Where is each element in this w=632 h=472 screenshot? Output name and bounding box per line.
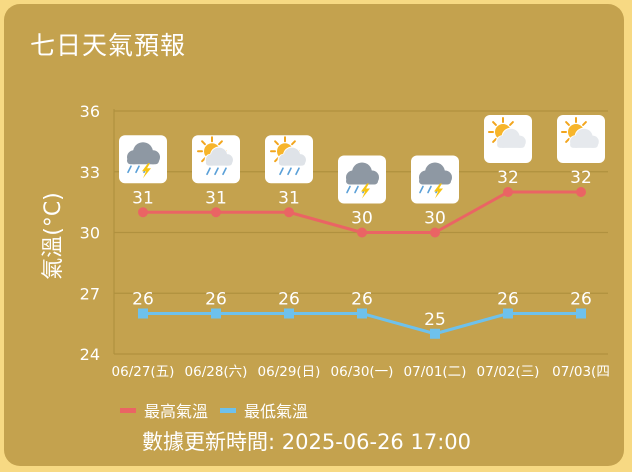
y-tick-label: 27 — [80, 284, 100, 303]
rain-drop — [206, 167, 211, 176]
rain-drop — [427, 185, 432, 194]
low-temp-point — [284, 308, 294, 319]
high-temp-label: 31 — [132, 188, 154, 208]
cloud-part — [127, 157, 159, 165]
x-tick-label: 06/29(日) — [258, 364, 321, 380]
rain-drop — [279, 167, 284, 176]
low-temp-point — [211, 308, 221, 319]
sun-ray — [274, 157, 279, 163]
data-labels: 31 31 31 30 30 32 32 26 26 26 26 25 26 26 — [132, 168, 592, 330]
legend-item-low[interactable]: 最低氣溫 — [220, 398, 308, 422]
low-temp-point — [138, 308, 148, 319]
y-tick-label: 30 — [80, 224, 100, 243]
high-temp-point — [284, 207, 294, 218]
y-axis-label: 氣溫(°C) — [41, 192, 66, 280]
sun-ray — [274, 140, 279, 146]
low-temp-label: 25 — [424, 310, 446, 330]
thunder-rain-icon — [338, 155, 386, 204]
high-temp-label: 31 — [278, 188, 300, 208]
low-temp-label: 26 — [132, 290, 154, 310]
rain-drop — [354, 185, 359, 194]
rain-drop — [135, 165, 140, 174]
rain-drop — [214, 167, 219, 176]
high-temp-point — [503, 187, 513, 197]
legend-label-low: 最低氣溫 — [244, 402, 309, 421]
lightning-bolt — [142, 163, 151, 179]
low-temp-label: 26 — [570, 290, 592, 310]
y-axis-ticks: 24 27 30 33 36 — [80, 102, 100, 364]
y-tick-label: 36 — [80, 102, 100, 121]
rain-drop — [295, 167, 300, 176]
partly-cloudy-icon — [484, 115, 532, 163]
low-temp-label: 26 — [497, 290, 519, 310]
weather-icons — [119, 115, 605, 204]
x-tick-label: 07/02(三) — [477, 364, 540, 380]
legend-swatch-low — [220, 407, 237, 413]
cloud-part — [419, 177, 451, 185]
temperature-chart: 24 27 30 33 36 06/27(五) 06/28(六) 06/29(日) 06/30… — [41, 102, 610, 380]
cloud-part — [346, 177, 378, 185]
rain-drop — [222, 167, 227, 176]
y-tick-label: 24 — [80, 345, 100, 364]
high-temp-label: 32 — [497, 168, 519, 188]
high-temp-point — [211, 207, 221, 218]
sun-ray — [565, 138, 570, 143]
low-temp-point — [357, 308, 367, 319]
sun-ray — [582, 121, 587, 126]
high-temp-label: 32 — [570, 168, 592, 188]
rain-drop — [346, 185, 351, 194]
x-tick-label: 06/27(五) — [112, 364, 175, 380]
sun-ray — [201, 157, 206, 163]
low-temp-label: 26 — [278, 290, 300, 310]
x-tick-label: 06/30(一) — [331, 364, 394, 380]
cloud-part — [570, 141, 598, 148]
high-temp-point — [357, 227, 367, 238]
high-temp-point — [576, 187, 586, 197]
update-time: 數據更新時間: 2025-06-26 17:00 — [142, 430, 471, 454]
sun-ray — [565, 121, 570, 126]
x-tick-label: 06/28(六) — [185, 364, 248, 380]
thunder-rain-icon — [411, 155, 459, 204]
high-temp-label: 30 — [351, 209, 373, 229]
forecast-card: 七日天氣預報 24 27 30 33 36 06/27(五) 06/28(六) 06/29(… — [4, 4, 624, 466]
low-temp-point — [576, 308, 586, 319]
low-temp-point — [430, 328, 440, 339]
sun-ray — [291, 140, 296, 146]
partly-cloudy-rain-icon — [265, 135, 313, 184]
cloud-part — [497, 141, 525, 148]
sun-ray — [218, 140, 223, 146]
cloud-part — [278, 159, 306, 166]
rain-drop — [287, 167, 292, 176]
x-tick-label: 07/03(四 — [552, 364, 610, 380]
sun-ray — [492, 121, 497, 126]
high-temp-label: 31 — [205, 188, 227, 208]
sun-ray — [509, 121, 514, 126]
high-temp-label: 30 — [424, 209, 446, 229]
legend-item-high[interactable]: 最高氣溫 — [120, 398, 208, 422]
low-temp-label: 26 — [351, 290, 373, 310]
legend: 最高氣溫 最低氣溫 — [120, 398, 320, 422]
sun-ray — [492, 138, 497, 143]
x-axis-ticks: 06/27(五) 06/28(六) 06/29(日) 06/30(一) 07/01(二)… — [112, 364, 610, 380]
lightning-bolt — [361, 183, 370, 199]
partly-cloudy-icon — [557, 115, 605, 163]
rain-drop — [127, 165, 132, 174]
low-temp-label: 26 — [205, 290, 227, 310]
series-lines — [138, 187, 586, 339]
high-temp-point — [430, 227, 440, 238]
cloud-part — [205, 159, 233, 166]
low-temp-point — [503, 308, 513, 319]
high-temp-point — [138, 207, 148, 218]
legend-swatch-high — [120, 407, 136, 413]
x-tick-label: 07/01(二) — [404, 364, 467, 380]
y-tick-label: 33 — [80, 163, 100, 182]
lightning-bolt — [434, 183, 443, 199]
chart-title: 七日天氣預報 — [30, 31, 187, 60]
rain-drop — [419, 185, 424, 194]
legend-label-high: 最高氣溫 — [144, 402, 209, 421]
sun-ray — [201, 140, 206, 146]
partly-cloudy-rain-icon — [192, 135, 240, 184]
thunder-rain-icon — [119, 135, 167, 184]
